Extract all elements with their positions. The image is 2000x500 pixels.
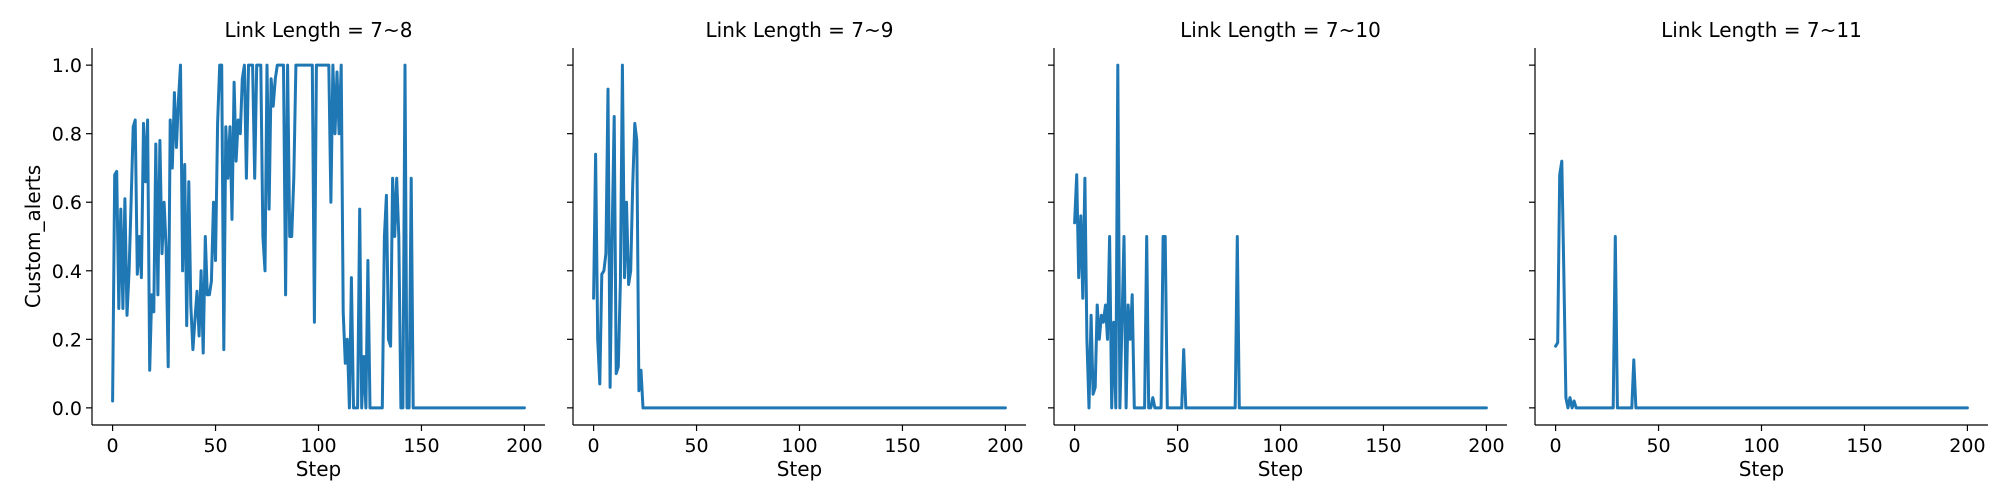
x-tick-label: 0 xyxy=(107,435,119,457)
x-tick-label: 150 xyxy=(1846,435,1882,457)
x-tick-label: 200 xyxy=(987,435,1023,457)
series-line xyxy=(111,63,526,410)
chart-panel-3: Link Length = 7~10 0 50 100 150 200 Step xyxy=(1048,18,1507,481)
x-tick-label: 150 xyxy=(884,435,920,457)
x-tick-label: 50 xyxy=(1165,435,1189,457)
panel-title: Link Length = 7~8 xyxy=(225,18,413,42)
x-tick-label: 150 xyxy=(1365,435,1401,457)
x-tick-label: 100 xyxy=(781,435,817,457)
x-axis-label: Step xyxy=(296,457,342,481)
y-axis-label: Custom_alerts xyxy=(21,165,45,308)
x-tick-label: 200 xyxy=(1949,435,1985,457)
x-tick-label: 100 xyxy=(300,435,336,457)
x-axis-label: Step xyxy=(1258,457,1304,481)
x-tick-label: 50 xyxy=(684,435,708,457)
x-tick-label: 50 xyxy=(203,435,227,457)
x-tick-label: 0 xyxy=(1550,435,1562,457)
series-line xyxy=(1554,159,1969,410)
chart-panel-1: Link Length = 7~8 0.0 0.2 0.4 0.6 0.8 1.0 0 50 10… xyxy=(21,18,545,481)
x-axis-label: Step xyxy=(777,457,823,481)
chart-panel-4: Link Length = 7~11 0 50 100 150 200 Step xyxy=(1529,18,1988,481)
panel-title: Link Length = 7~10 xyxy=(1180,18,1381,42)
x-tick-label: 0 xyxy=(588,435,600,457)
x-tick-label: 150 xyxy=(403,435,439,457)
y-tick-label: 0.8 xyxy=(52,124,82,146)
series-line xyxy=(592,63,1007,410)
y-tick-label: 0.4 xyxy=(52,261,82,283)
x-tick-label: 200 xyxy=(1468,435,1504,457)
x-tick-label: 200 xyxy=(506,435,542,457)
series-line xyxy=(1073,63,1488,410)
panel-title: Link Length = 7~9 xyxy=(706,18,894,42)
chart-panel-2: Link Length = 7~9 0 50 100 150 200 Step xyxy=(567,18,1026,481)
x-axis-label: Step xyxy=(1739,457,1785,481)
y-tick-label: 0.2 xyxy=(52,329,82,351)
y-tick-label: 1.0 xyxy=(52,55,82,77)
y-tick-label: 0.0 xyxy=(52,398,82,420)
x-tick-label: 100 xyxy=(1743,435,1779,457)
x-tick-label: 0 xyxy=(1069,435,1081,457)
panel-title: Link Length = 7~11 xyxy=(1661,18,1862,42)
x-tick-label: 100 xyxy=(1262,435,1298,457)
y-tick-label: 0.6 xyxy=(52,192,82,214)
x-tick-label: 50 xyxy=(1646,435,1670,457)
